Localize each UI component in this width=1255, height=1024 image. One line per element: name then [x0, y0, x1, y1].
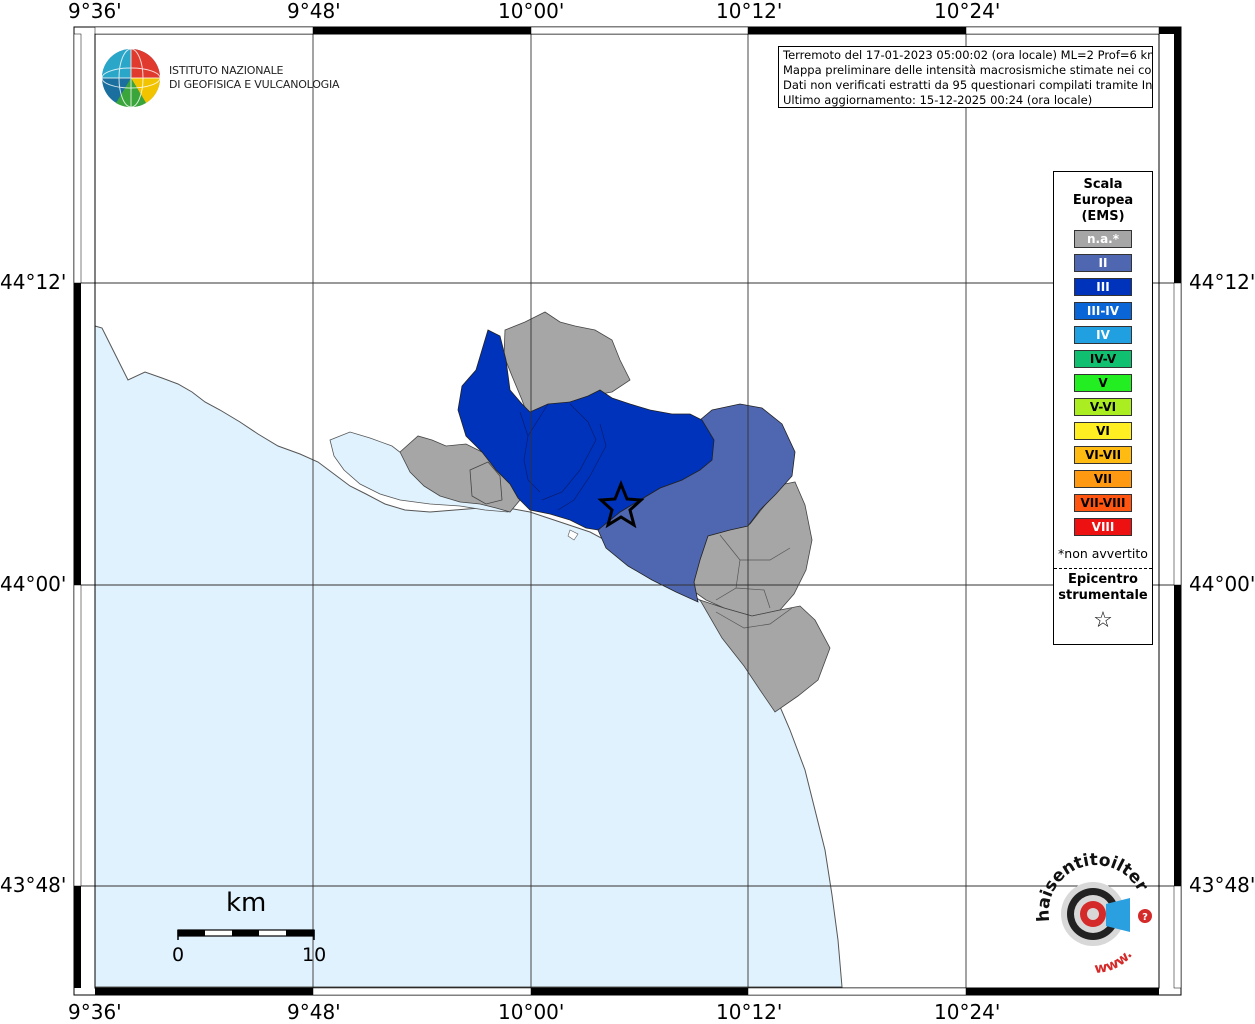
legend-epicentre-star-icon: ☆ [1093, 608, 1113, 633]
legend-swatch: V-VI [1074, 398, 1132, 416]
lon-label-top: 10°12' [716, 0, 783, 23]
event-title: Terremoto del 17-01-2023 05:00:02 (ora l… [783, 48, 1153, 62]
map-description: Mappa preliminare delle intensità macros… [783, 63, 1153, 77]
lat-label-right: 44°12' [1189, 270, 1255, 294]
lat-label-right: 43°48' [1189, 873, 1255, 897]
legend-swatch: IV [1074, 326, 1132, 344]
municipality-na [503, 311, 631, 417]
lat-label-left: 44°00' [0, 572, 67, 596]
lon-label-top: 9°36' [68, 0, 122, 23]
legend-swatch: II [1074, 254, 1132, 272]
lat-label-left: 44°12' [0, 270, 67, 294]
ems-legend: Scala Europea (EMS) n.a.* II III III-IV IV IV… [1053, 171, 1153, 645]
legend-swatch: VII [1074, 470, 1132, 488]
epicentre-star-icon [597, 479, 645, 529]
lon-label-bottom: 9°36' [68, 1000, 122, 1024]
scale-bar [177, 929, 315, 940]
lon-label-top: 10°00' [498, 0, 565, 23]
ingv-logo-line2: DI GEOFISICA E VULCANOLOGIA [169, 78, 340, 91]
municipality-intensity-III [457, 329, 715, 531]
municipality-na [469, 461, 503, 505]
legend-swatch: III-IV [1074, 302, 1132, 320]
lon-label-top: 9°48' [287, 0, 341, 23]
lat-label-left: 43°48' [0, 873, 67, 897]
legend-title: Scala Europea (EMS) [1054, 177, 1152, 225]
lon-label-top: 10°24' [934, 0, 1001, 23]
lon-label-bottom: 10°00' [498, 1000, 565, 1024]
municipal-border [519, 403, 607, 511]
legend-swatch: n.a.* [1074, 230, 1132, 248]
legend-title-line: Scala [1083, 177, 1123, 192]
sea-area [94, 325, 843, 988]
legend-swatch: V [1074, 374, 1132, 392]
legend-swatch: VIII [1074, 518, 1132, 536]
legend-swatch: IV-V [1074, 350, 1132, 368]
municipal-border [715, 534, 793, 629]
event-info-box: Terremoto del 17-01-2023 05:00:02 (ora l… [778, 46, 1153, 108]
scale-start-label: 0 [172, 944, 185, 966]
legend-swatch: VI [1074, 422, 1132, 440]
ingv-logo-line1: ISTITUTO NAZIONALE [169, 64, 284, 77]
legend-swatch: VI-VII [1074, 446, 1132, 464]
legend-title-line: (EMS) [1081, 209, 1125, 224]
ingv-globe-icon [101, 48, 161, 108]
graticule [74, 27, 1181, 995]
municipality-na [699, 599, 831, 713]
data-source-note: Dati non verificati estratti da 95 quest… [783, 78, 1153, 92]
island [567, 529, 579, 541]
legend-title-line: Europea [1072, 193, 1134, 208]
legend-swatch: III [1074, 278, 1132, 296]
lat-label-right: 44°00' [1189, 572, 1255, 596]
last-update: Ultimo aggiornamento: 15-12-2025 00:24 (… [783, 93, 1093, 107]
scale-unit: km [226, 888, 267, 918]
legend-epicentre-line: Epicentro [1068, 572, 1138, 587]
legend-separator [1054, 568, 1152, 569]
legend-swatch: VII-VIII [1074, 494, 1132, 512]
lon-label-bottom: 10°12' [716, 1000, 783, 1024]
legend-epicentre-label: Epicentro strumentale [1054, 572, 1152, 604]
legend-note: *non avvertito [1058, 546, 1148, 561]
legend-epicentre-line: strumentale [1058, 588, 1148, 603]
lon-label-bottom: 9°48' [287, 1000, 341, 1024]
lon-label-bottom: 10°24' [934, 1000, 1001, 1024]
ingv-logo-text: ISTITUTO NAZIONALE DI GEOFISICA E VULCAN… [169, 64, 340, 92]
scale-end-label: 10 [302, 944, 327, 966]
svg-text:?: ? [1142, 912, 1148, 923]
frame-scale-bars [73, 26, 1182, 996]
